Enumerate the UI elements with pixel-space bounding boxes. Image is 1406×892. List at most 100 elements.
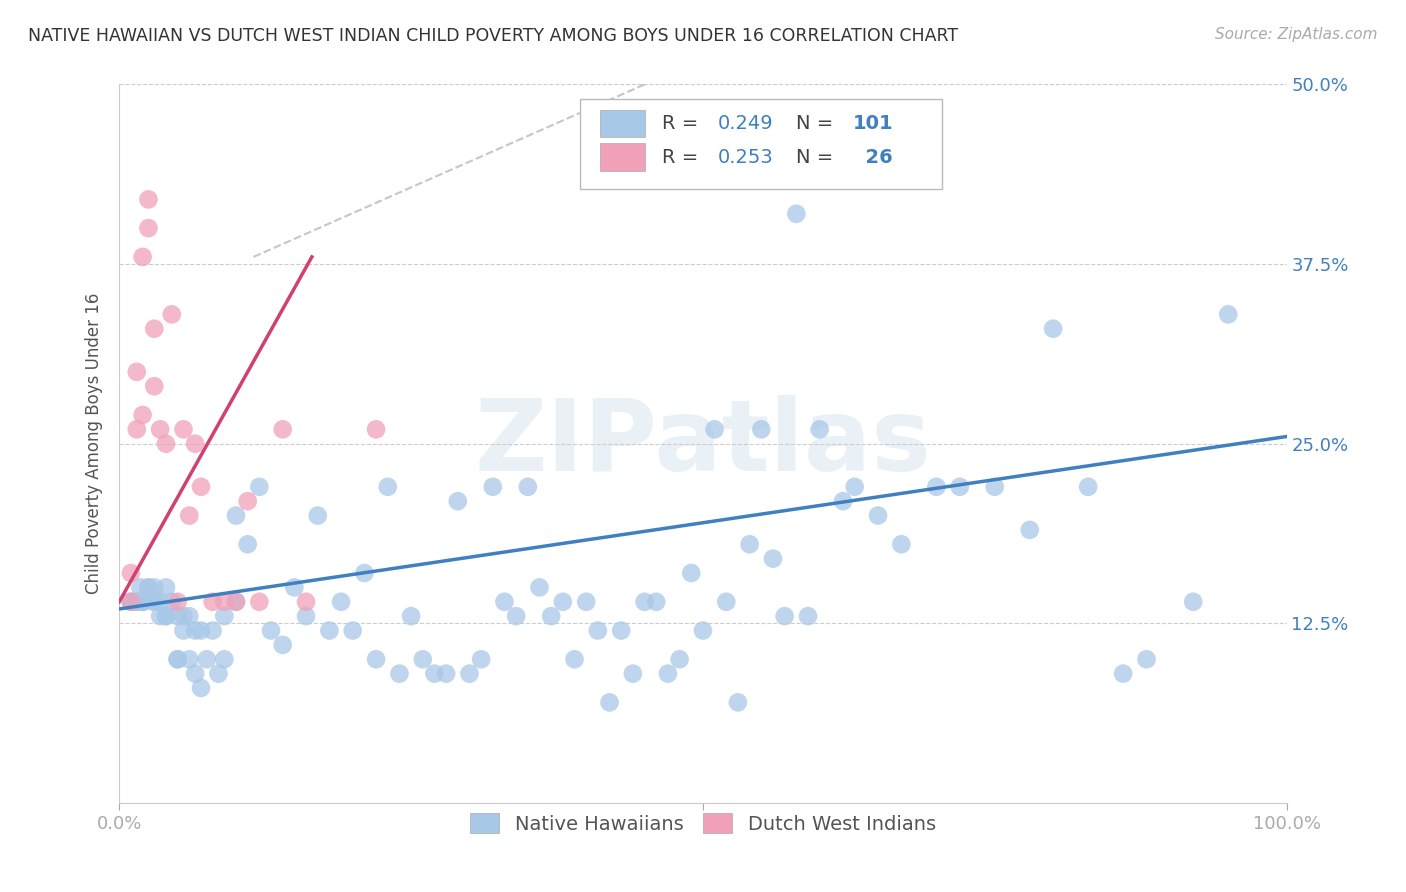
Text: ZIPatlas: ZIPatlas	[474, 395, 931, 492]
Point	[131, 250, 153, 264]
Point	[125, 595, 148, 609]
Point	[716, 595, 738, 609]
Point	[138, 221, 160, 235]
Point	[342, 624, 364, 638]
Point	[785, 207, 807, 221]
Point	[540, 609, 562, 624]
Point	[447, 494, 470, 508]
Text: 0.249: 0.249	[718, 114, 773, 133]
Point	[703, 422, 725, 436]
Point	[247, 480, 270, 494]
Point	[633, 595, 655, 609]
Point	[179, 508, 201, 523]
Point	[172, 609, 194, 624]
Point	[470, 652, 492, 666]
Point	[155, 609, 177, 624]
Point	[131, 408, 153, 422]
Point	[949, 480, 972, 494]
Point	[727, 695, 749, 709]
Point	[184, 666, 207, 681]
Point	[318, 624, 340, 638]
Point	[214, 595, 236, 609]
Point	[808, 422, 831, 436]
Point	[1077, 480, 1099, 494]
Point	[143, 595, 166, 609]
Point	[131, 595, 153, 609]
FancyBboxPatch shape	[600, 110, 644, 136]
Point	[125, 422, 148, 436]
Point	[866, 508, 889, 523]
Point	[516, 480, 538, 494]
Point	[1042, 322, 1064, 336]
Point	[143, 595, 166, 609]
Point	[149, 595, 172, 609]
Point	[283, 581, 305, 595]
Point	[925, 480, 948, 494]
Point	[1182, 595, 1205, 609]
Point	[160, 307, 183, 321]
Point	[155, 436, 177, 450]
Point	[773, 609, 796, 624]
Point	[844, 480, 866, 494]
Point	[412, 652, 434, 666]
FancyBboxPatch shape	[600, 144, 644, 170]
Point	[214, 609, 236, 624]
Legend: Native Hawaiians, Dutch West Indians: Native Hawaiians, Dutch West Indians	[460, 804, 945, 844]
Point	[149, 609, 172, 624]
Point	[295, 595, 318, 609]
Text: 101: 101	[852, 114, 893, 133]
Point	[190, 480, 212, 494]
Point	[797, 609, 820, 624]
Point	[494, 595, 516, 609]
Point	[551, 595, 574, 609]
Point	[190, 624, 212, 638]
Point	[423, 666, 446, 681]
Point	[564, 652, 586, 666]
Point	[184, 624, 207, 638]
Y-axis label: Child Poverty Among Boys Under 16: Child Poverty Among Boys Under 16	[86, 293, 103, 594]
Point	[160, 595, 183, 609]
Point	[155, 581, 177, 595]
Point	[179, 652, 201, 666]
Point	[120, 595, 142, 609]
Point	[155, 609, 177, 624]
Point	[120, 566, 142, 580]
Point	[131, 595, 153, 609]
Point	[138, 581, 160, 595]
Point	[377, 480, 399, 494]
Text: 26: 26	[852, 148, 893, 167]
Text: N =: N =	[796, 114, 839, 133]
Point	[201, 595, 224, 609]
Point	[482, 480, 505, 494]
Point	[271, 638, 294, 652]
Point	[645, 595, 668, 609]
Point	[190, 681, 212, 695]
Point	[225, 595, 247, 609]
Point	[738, 537, 761, 551]
Point	[681, 566, 703, 580]
Point	[143, 581, 166, 595]
Point	[586, 624, 609, 638]
Point	[143, 379, 166, 393]
Point	[575, 595, 598, 609]
Point	[271, 422, 294, 436]
Text: N =: N =	[796, 148, 839, 167]
Point	[295, 609, 318, 624]
Point	[353, 566, 375, 580]
Point	[247, 595, 270, 609]
Point	[129, 581, 152, 595]
Point	[131, 595, 153, 609]
Text: 0.253: 0.253	[718, 148, 773, 167]
Point	[364, 652, 387, 666]
Point	[330, 595, 353, 609]
Point	[207, 666, 229, 681]
Point	[1135, 652, 1157, 666]
Point	[120, 595, 142, 609]
Point	[125, 365, 148, 379]
Point	[166, 595, 188, 609]
Point	[260, 624, 283, 638]
Point	[166, 652, 188, 666]
Point	[166, 609, 188, 624]
Point	[236, 494, 259, 508]
Text: R =: R =	[662, 148, 704, 167]
